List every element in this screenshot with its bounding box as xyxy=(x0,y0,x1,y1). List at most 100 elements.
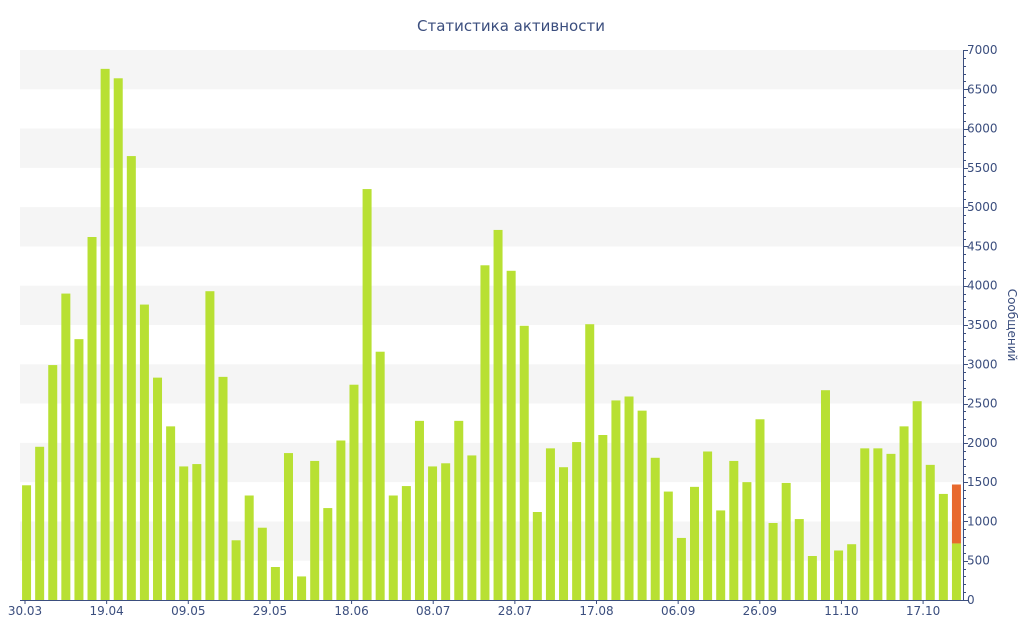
bar-38 xyxy=(519,325,529,600)
chart-title: Статистика активности xyxy=(417,17,605,35)
grid-band xyxy=(20,285,963,325)
bar-46 xyxy=(624,396,634,600)
bar-37 xyxy=(506,270,516,600)
bar-14 xyxy=(205,291,215,600)
bar-60 xyxy=(807,556,817,600)
bar-57 xyxy=(768,523,778,600)
bar-51 xyxy=(690,486,700,600)
bar-4 xyxy=(74,339,84,600)
bar-3 xyxy=(61,293,71,600)
y-tick-label: 3000 xyxy=(967,357,998,371)
bar-41 xyxy=(559,467,569,600)
y-tick-label: 4500 xyxy=(967,239,998,253)
y-tick-label: 6000 xyxy=(967,122,998,136)
bar-54 xyxy=(729,460,739,600)
bar-42 xyxy=(572,442,582,600)
bar-64 xyxy=(860,448,870,600)
y-tick-label: 3500 xyxy=(967,318,998,332)
x-tick-label: 26.09 xyxy=(743,604,777,618)
bar-59 xyxy=(794,519,804,600)
bar-39 xyxy=(532,512,542,600)
x-tick-labels: 30.03 19.04 09.05 29.05 18.06 08.07 28.07 17.08… xyxy=(8,604,940,618)
x-tick-label: 30.03 xyxy=(8,604,42,618)
grid-band xyxy=(20,442,963,483)
bar-17 xyxy=(244,495,254,600)
bar-24 xyxy=(336,440,346,600)
y-tick-label: 0 xyxy=(967,593,975,607)
bar-53 xyxy=(716,510,726,600)
y-tick-label: 1500 xyxy=(967,475,998,489)
bar-25 xyxy=(349,384,359,600)
x-tick-label: 19.04 xyxy=(89,604,123,618)
bar-13 xyxy=(192,464,202,600)
bar-36 xyxy=(493,229,503,600)
bar-58 xyxy=(781,482,791,600)
bar-49 xyxy=(663,491,673,600)
bar-48 xyxy=(650,457,660,600)
bar-62 xyxy=(834,550,844,600)
axes xyxy=(20,50,968,604)
bar-32 xyxy=(441,463,451,600)
x-tick-label: 18.06 xyxy=(334,604,368,618)
grid-band xyxy=(20,364,963,404)
x-tick-label: 09.05 xyxy=(171,604,205,618)
y-tick-label: 4000 xyxy=(967,279,998,293)
bar-70 xyxy=(938,493,948,600)
y-tick-label: 500 xyxy=(967,554,990,568)
bar-63 xyxy=(847,544,857,600)
bar-34 xyxy=(467,455,477,600)
bar-47 xyxy=(637,410,647,600)
bar-66 xyxy=(886,453,896,600)
x-tick-label: 08.07 xyxy=(416,604,450,618)
bar-27 xyxy=(375,351,385,600)
bar-55 xyxy=(742,482,752,600)
bar-1 xyxy=(35,446,45,600)
bar-50 xyxy=(676,537,686,600)
bar-16 xyxy=(231,540,241,600)
bar-0 xyxy=(22,485,32,600)
bar-28 xyxy=(388,495,398,600)
x-tick-label: 11.10 xyxy=(824,604,858,618)
bar-52 xyxy=(703,451,713,600)
bar-7 xyxy=(113,78,123,601)
y-tick-labels: 0 500 1000 1500 2000 2500 3000 3500 4000 4500 5000… xyxy=(967,43,998,607)
bar-8 xyxy=(126,156,136,600)
x-tick-label: 29.05 xyxy=(253,604,287,618)
x-tick-label: 06.09 xyxy=(661,604,695,618)
bar-68 xyxy=(912,401,922,600)
bar-19 xyxy=(270,567,280,600)
x-tick-label: 17.10 xyxy=(906,604,940,618)
grid-bands xyxy=(20,50,963,561)
grid-band xyxy=(20,207,963,247)
bar-40 xyxy=(545,448,555,600)
bar-71 xyxy=(951,543,961,600)
bar-21 xyxy=(297,576,307,600)
bar-65 xyxy=(873,448,883,600)
grid-band xyxy=(20,521,963,561)
y-tick-label: 6500 xyxy=(967,82,998,96)
bar-30 xyxy=(414,420,424,600)
y-tick-label: 1000 xyxy=(967,514,998,528)
y-tick-label: 2000 xyxy=(967,436,998,450)
bar-31 xyxy=(428,466,438,600)
bar-18 xyxy=(257,527,267,600)
bar-15 xyxy=(218,376,228,600)
bar-67 xyxy=(899,426,909,600)
bar-56 xyxy=(755,419,765,600)
bar-26 xyxy=(362,189,372,600)
bar-20 xyxy=(283,453,293,600)
bar-6 xyxy=(100,68,110,601)
bar-9 xyxy=(139,304,149,600)
x-tick-label: 17.08 xyxy=(579,604,613,618)
bar-43 xyxy=(585,324,595,600)
grid-band xyxy=(20,50,963,90)
x-tick-label: 28.07 xyxy=(498,604,532,618)
bar-35 xyxy=(480,265,490,600)
bar-45 xyxy=(611,400,621,600)
bar-44 xyxy=(598,435,608,600)
bar-33 xyxy=(454,420,464,600)
bar-12 xyxy=(179,466,189,600)
bar-69 xyxy=(925,464,935,600)
grid-band xyxy=(20,128,963,168)
